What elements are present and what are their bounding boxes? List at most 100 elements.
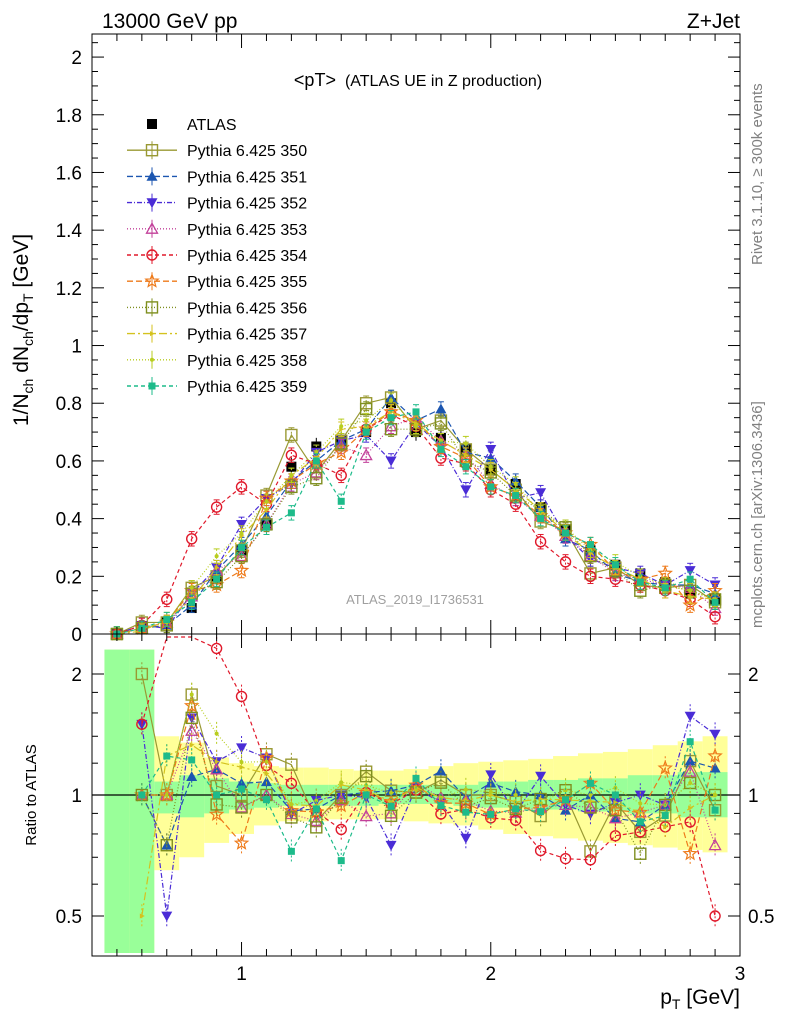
data-point	[463, 441, 468, 446]
data-point	[214, 554, 219, 559]
y-tick-label: 0	[71, 625, 82, 646]
data-point	[335, 437, 348, 450]
legend-label: Pythia 6.425 357	[187, 327, 307, 344]
data-point	[236, 519, 248, 530]
ratio-point	[385, 840, 397, 851]
side-label-rivet: Rivet 3.1.10, ≥ 300k events	[749, 83, 766, 265]
y-tick-label: 1.8	[56, 106, 82, 127]
ratio-point	[460, 833, 472, 844]
data-point	[214, 565, 220, 571]
data-point	[189, 585, 194, 590]
data-point	[287, 509, 295, 517]
data-point	[636, 578, 644, 586]
main-panel: ATLAS_2019_I1736531 <pT> (ATLAS UE in Z …	[10, 33, 741, 646]
ratio-point	[613, 799, 619, 805]
ratio-point	[563, 788, 568, 793]
ratio-point	[437, 802, 445, 810]
data-point	[513, 482, 518, 486]
y-tick-label: 0.2	[56, 567, 82, 588]
ratio-point	[707, 747, 723, 763]
legend-marker	[146, 170, 158, 181]
y-tick-label: 1.2	[56, 279, 82, 300]
main-series-layer	[109, 389, 723, 641]
ratio-point	[462, 808, 470, 816]
ratio-point	[638, 801, 643, 806]
ratio-point	[208, 806, 225, 822]
data-point	[562, 529, 570, 537]
data-point	[163, 616, 171, 624]
data-point	[289, 473, 294, 478]
data-point	[387, 414, 395, 422]
ratio-point	[359, 809, 373, 822]
ratio-point	[414, 788, 418, 793]
ratio-y-tick-label-left: 1	[71, 786, 82, 807]
data-point	[412, 408, 420, 416]
legend-marker	[144, 273, 160, 288]
data-point	[264, 499, 269, 504]
ratio-point	[686, 738, 694, 746]
ratio-point	[535, 771, 547, 782]
ratio-line	[141, 693, 716, 806]
legend-label: Pythia 6.425 359	[187, 379, 307, 396]
ratio-point	[607, 802, 624, 817]
ratio-y-tick-label-right: 2	[748, 665, 759, 686]
chart-title-main: <pT>	[294, 70, 336, 90]
legend-label: Pythia 6.425 351	[187, 169, 307, 186]
ratio-point	[235, 690, 248, 703]
ratio-point	[538, 796, 544, 802]
ratio-point	[287, 847, 295, 855]
ratio-series-5	[136, 636, 721, 928]
ratio-point	[488, 789, 493, 794]
data-point	[460, 485, 472, 496]
ratio-point	[186, 771, 198, 782]
ratio-point	[233, 835, 250, 850]
data-point	[235, 481, 248, 493]
data-point	[213, 575, 221, 583]
legend-marker	[146, 249, 158, 261]
data-point	[286, 461, 297, 472]
ratio-point	[438, 795, 443, 800]
ratio-line	[141, 729, 716, 846]
ratio-point	[314, 798, 319, 803]
legend-marker	[147, 119, 157, 129]
data-point	[285, 449, 298, 461]
data-point	[364, 418, 369, 423]
ratio-line	[141, 715, 716, 917]
legend-label: Pythia 6.425 354	[187, 248, 307, 265]
legend-item-9: Pythia 6.425 358	[127, 350, 307, 370]
legend: ATLAS Pythia 6.425 350 Pythia 6.425 351 Pyt…	[127, 117, 307, 396]
data-point	[711, 598, 719, 606]
ratio-point	[214, 759, 220, 765]
ratio-point	[663, 824, 669, 830]
legend-item-8: Pythia 6.425 357	[127, 324, 307, 344]
y-tick-label: 1.4	[56, 221, 83, 242]
data-point	[584, 570, 597, 583]
data-point	[262, 523, 270, 531]
ratio-line	[141, 744, 716, 917]
ratio-y-tick-label-left: 0.5	[56, 907, 82, 928]
data-point	[233, 562, 250, 578]
data-point	[239, 531, 244, 536]
data-point	[385, 456, 397, 467]
ratio-point	[435, 765, 447, 776]
ratio-point	[586, 779, 594, 787]
ratio-point	[512, 805, 520, 813]
legend-marker	[148, 382, 156, 390]
ratio-point	[210, 642, 223, 655]
ratio-point	[189, 742, 195, 748]
ratio-y-axis-label: Ratio to ATLAS	[23, 744, 40, 845]
ratio-point	[210, 762, 224, 775]
legend-label: Pythia 6.425 352	[187, 196, 307, 213]
data-point	[686, 575, 694, 583]
legend-marker	[145, 143, 159, 157]
ratio-point	[611, 791, 619, 799]
y-tick-label: 0.6	[56, 452, 82, 473]
data-point	[657, 565, 673, 581]
legend-marker	[150, 331, 155, 337]
ratio-point	[559, 852, 572, 865]
data-point	[389, 398, 394, 403]
ratio-point	[661, 812, 669, 820]
ratio-point	[289, 802, 294, 807]
